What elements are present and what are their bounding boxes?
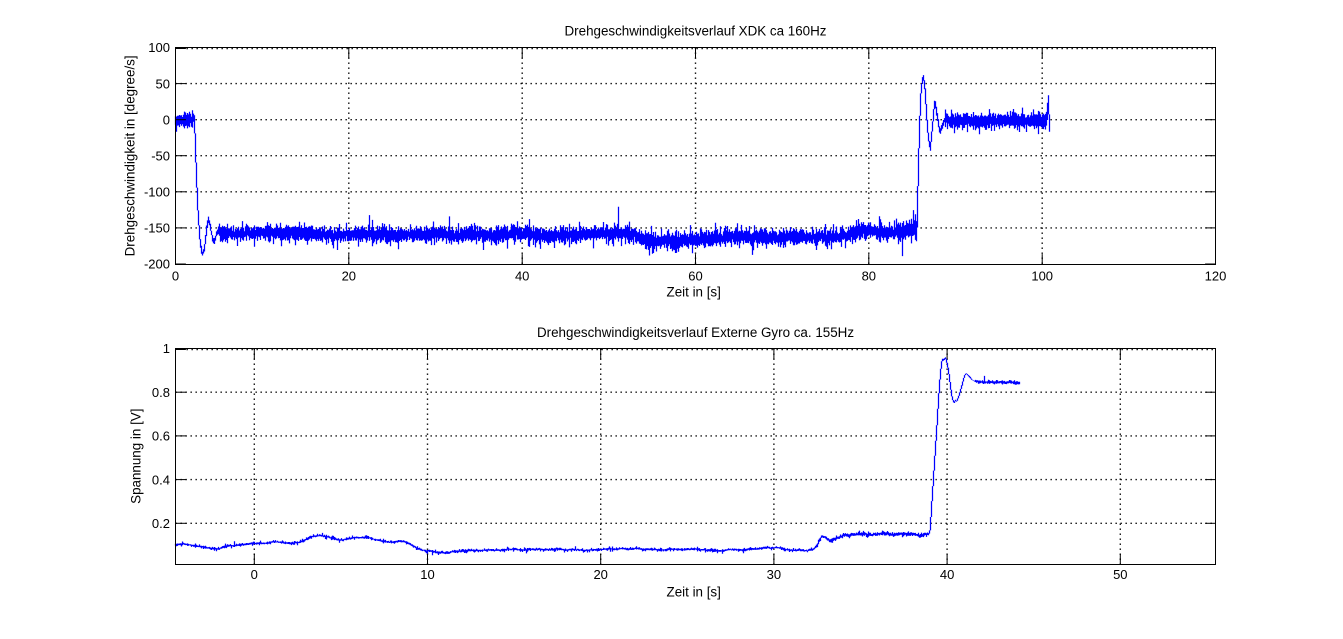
svg-text:0: 0 (163, 112, 170, 127)
svg-text:0: 0 (251, 567, 258, 582)
svg-text:Drehgeschwindigkeitsverlauf XD: Drehgeschwindigkeitsverlauf XDK ca 160Hz (565, 24, 827, 39)
svg-text:50: 50 (156, 76, 170, 91)
svg-text:Spannung in [V]: Spannung in [V] (128, 409, 143, 504)
svg-text:0.2: 0.2 (152, 516, 170, 531)
svg-text:40: 40 (515, 269, 529, 284)
svg-text:50: 50 (1113, 567, 1127, 582)
svg-text:Zeit in [s]: Zeit in [s] (667, 285, 721, 300)
svg-text:10: 10 (420, 567, 434, 582)
svg-text:120: 120 (1205, 269, 1227, 284)
svg-text:0.4: 0.4 (152, 472, 170, 487)
svg-text:Drehgeschwindigkeit in [degree: Drehgeschwindigkeit in [degree/s] (123, 55, 138, 256)
svg-text:100: 100 (1031, 269, 1053, 284)
svg-text:60: 60 (688, 269, 702, 284)
svg-text:0: 0 (172, 269, 179, 284)
svg-text:0.8: 0.8 (152, 385, 170, 400)
svg-text:Zeit in [s]: Zeit in [s] (667, 585, 721, 600)
svg-text:-200: -200 (144, 257, 170, 272)
svg-text:20: 20 (593, 567, 607, 582)
svg-text:30: 30 (767, 567, 781, 582)
svg-text:-100: -100 (144, 185, 170, 200)
svg-text:1: 1 (163, 341, 170, 356)
svg-text:0.6: 0.6 (152, 429, 170, 444)
svg-text:-150: -150 (144, 221, 170, 236)
svg-text:Drehgeschwindigkeitsverlauf Ex: Drehgeschwindigkeitsverlauf Externe Gyro… (537, 325, 854, 340)
svg-text:40: 40 (940, 567, 954, 582)
svg-text:-50: -50 (151, 148, 170, 163)
svg-text:20: 20 (342, 269, 356, 284)
svg-text:80: 80 (862, 269, 876, 284)
svg-text:100: 100 (148, 40, 170, 55)
